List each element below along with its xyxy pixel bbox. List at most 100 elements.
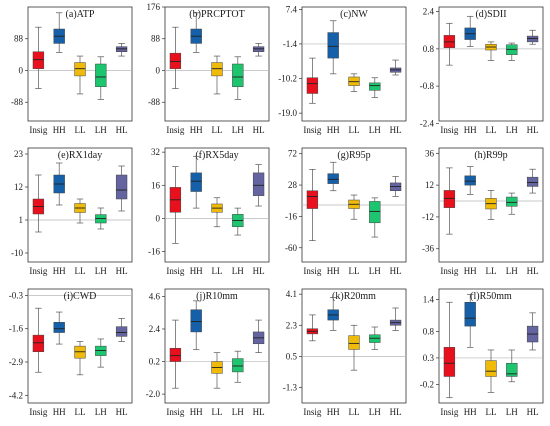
- box-body: [232, 63, 244, 87]
- box-insig: [32, 174, 45, 233]
- panel-4: 2.4 0.8 -0.8 -2.4 (d)SDII Insig HH LL LH HL: [420, 6, 544, 135]
- x-category-label: HH: [327, 407, 340, 417]
- y-tick-label: 2.4: [423, 7, 435, 17]
- box-ll: [74, 55, 86, 95]
- y-tick-label: 72: [288, 149, 297, 159]
- box-body: [526, 176, 539, 187]
- y-tick-label: 88: [151, 34, 161, 44]
- box-lh: [369, 197, 381, 238]
- x-category-label: LL: [349, 407, 360, 417]
- box-lh: [232, 207, 244, 236]
- y-tick-label: 176: [147, 2, 161, 12]
- box-lh: [506, 42, 518, 61]
- y-tick-label: -0.3: [9, 290, 24, 300]
- box-lh: [506, 192, 518, 215]
- box-hh: [464, 293, 476, 348]
- y-tick-label: 2.3: [286, 320, 298, 330]
- box-ll: [74, 341, 86, 376]
- x-category-label: HH: [190, 266, 203, 276]
- y-tick-label: 36: [425, 148, 435, 158]
- x-category-label: LL: [349, 266, 360, 276]
- box-lh: [369, 77, 381, 98]
- panel-title: (i)CWD: [64, 291, 97, 302]
- x-category-label: LL: [212, 125, 223, 135]
- x-category-label: LH: [95, 407, 107, 417]
- x-category-label: HL: [116, 125, 128, 135]
- box-ll: [211, 352, 223, 389]
- box-body: [95, 63, 107, 87]
- panel-6: 32 16 0 -16 (f)RX5day Insig HH LL LH HL: [148, 147, 270, 276]
- y-tick-label: -60: [285, 243, 297, 253]
- box-hl: [252, 43, 265, 57]
- box-hh: [190, 12, 202, 53]
- y-tick-label: -1.6: [9, 324, 24, 334]
- y-tick-label: 0: [19, 65, 24, 75]
- y-tick-label: -1.4: [283, 39, 298, 49]
- y-tick-label: 4.6: [149, 291, 161, 301]
- box-lh: [95, 207, 107, 230]
- x-category-label: HH: [53, 407, 66, 417]
- box-hl: [115, 165, 128, 212]
- x-category-label: LH: [95, 266, 107, 276]
- x-category-label: HH: [464, 125, 477, 135]
- box-body: [190, 309, 202, 333]
- box-ll: [348, 73, 360, 92]
- box-hh: [53, 311, 65, 345]
- y-tick-label: 4.1: [286, 289, 297, 299]
- x-category-label: HH: [327, 266, 340, 276]
- plot-frame: [438, 6, 544, 122]
- x-category-label: HL: [253, 125, 265, 135]
- box-body: [306, 77, 319, 94]
- y-tick-label: -10: [11, 248, 23, 258]
- y-tick-label: 0.5: [286, 351, 298, 361]
- panel-title: (f)RX5day: [195, 150, 238, 161]
- panel-10: 4.6 2.4 0.2 -2.0 (j)R10mm Insig HH LL LH HL: [146, 288, 270, 417]
- panel-1: 88 0 -88 (a)ATP Insig HH LL LH HL: [11, 6, 133, 135]
- x-category-label: HH: [53, 125, 66, 135]
- x-category-label: HL: [253, 266, 265, 276]
- box-hh: [53, 162, 65, 206]
- y-tick-label: -16: [285, 211, 297, 221]
- box-ll: [485, 190, 497, 220]
- x-category-label: Insig: [29, 407, 48, 417]
- box-body: [443, 347, 456, 377]
- panel-7: 72 28 -16 -60 (g)R95p Insig HH LL LH HL: [285, 147, 407, 276]
- y-tick-label: 88: [14, 34, 24, 44]
- y-tick-label: 1.4: [423, 295, 435, 305]
- y-tick-label: 16: [151, 180, 161, 190]
- x-category-label: HH: [53, 266, 66, 276]
- y-tick-label: 32: [151, 147, 160, 157]
- box-insig: [306, 57, 319, 104]
- x-category-label: LH: [506, 125, 518, 135]
- x-category-label: LL: [486, 407, 497, 417]
- x-category-label: LH: [95, 125, 107, 135]
- box-body: [327, 32, 339, 59]
- box-insig: [443, 301, 456, 399]
- box-body: [526, 35, 539, 43]
- box-body: [53, 322, 65, 333]
- box-hl: [526, 312, 539, 351]
- panel-title: (l)R50mm: [470, 291, 512, 302]
- box-hl: [389, 176, 402, 197]
- y-tick-label: -10.2: [278, 74, 297, 84]
- box-hl: [389, 59, 402, 76]
- y-tick-label: 12: [425, 180, 434, 190]
- x-category-label: HH: [327, 125, 340, 135]
- y-tick-label: 28: [288, 180, 298, 190]
- box-body: [464, 175, 476, 186]
- box-insig: [169, 166, 182, 244]
- y-tick-label: -1.3: [283, 382, 298, 392]
- y-tick-label: 23: [14, 149, 24, 159]
- box-lh: [369, 326, 381, 350]
- box-lh: [95, 56, 107, 100]
- x-category-label: LH: [369, 407, 381, 417]
- x-category-label: LH: [506, 266, 518, 276]
- box-body: [211, 62, 223, 77]
- panel-title: (b)PRCPTOT: [189, 9, 244, 20]
- box-insig: [169, 319, 182, 389]
- box-hh: [464, 166, 476, 195]
- box-body: [306, 190, 319, 209]
- y-tick-label: 0: [156, 65, 161, 75]
- box-body: [506, 362, 518, 377]
